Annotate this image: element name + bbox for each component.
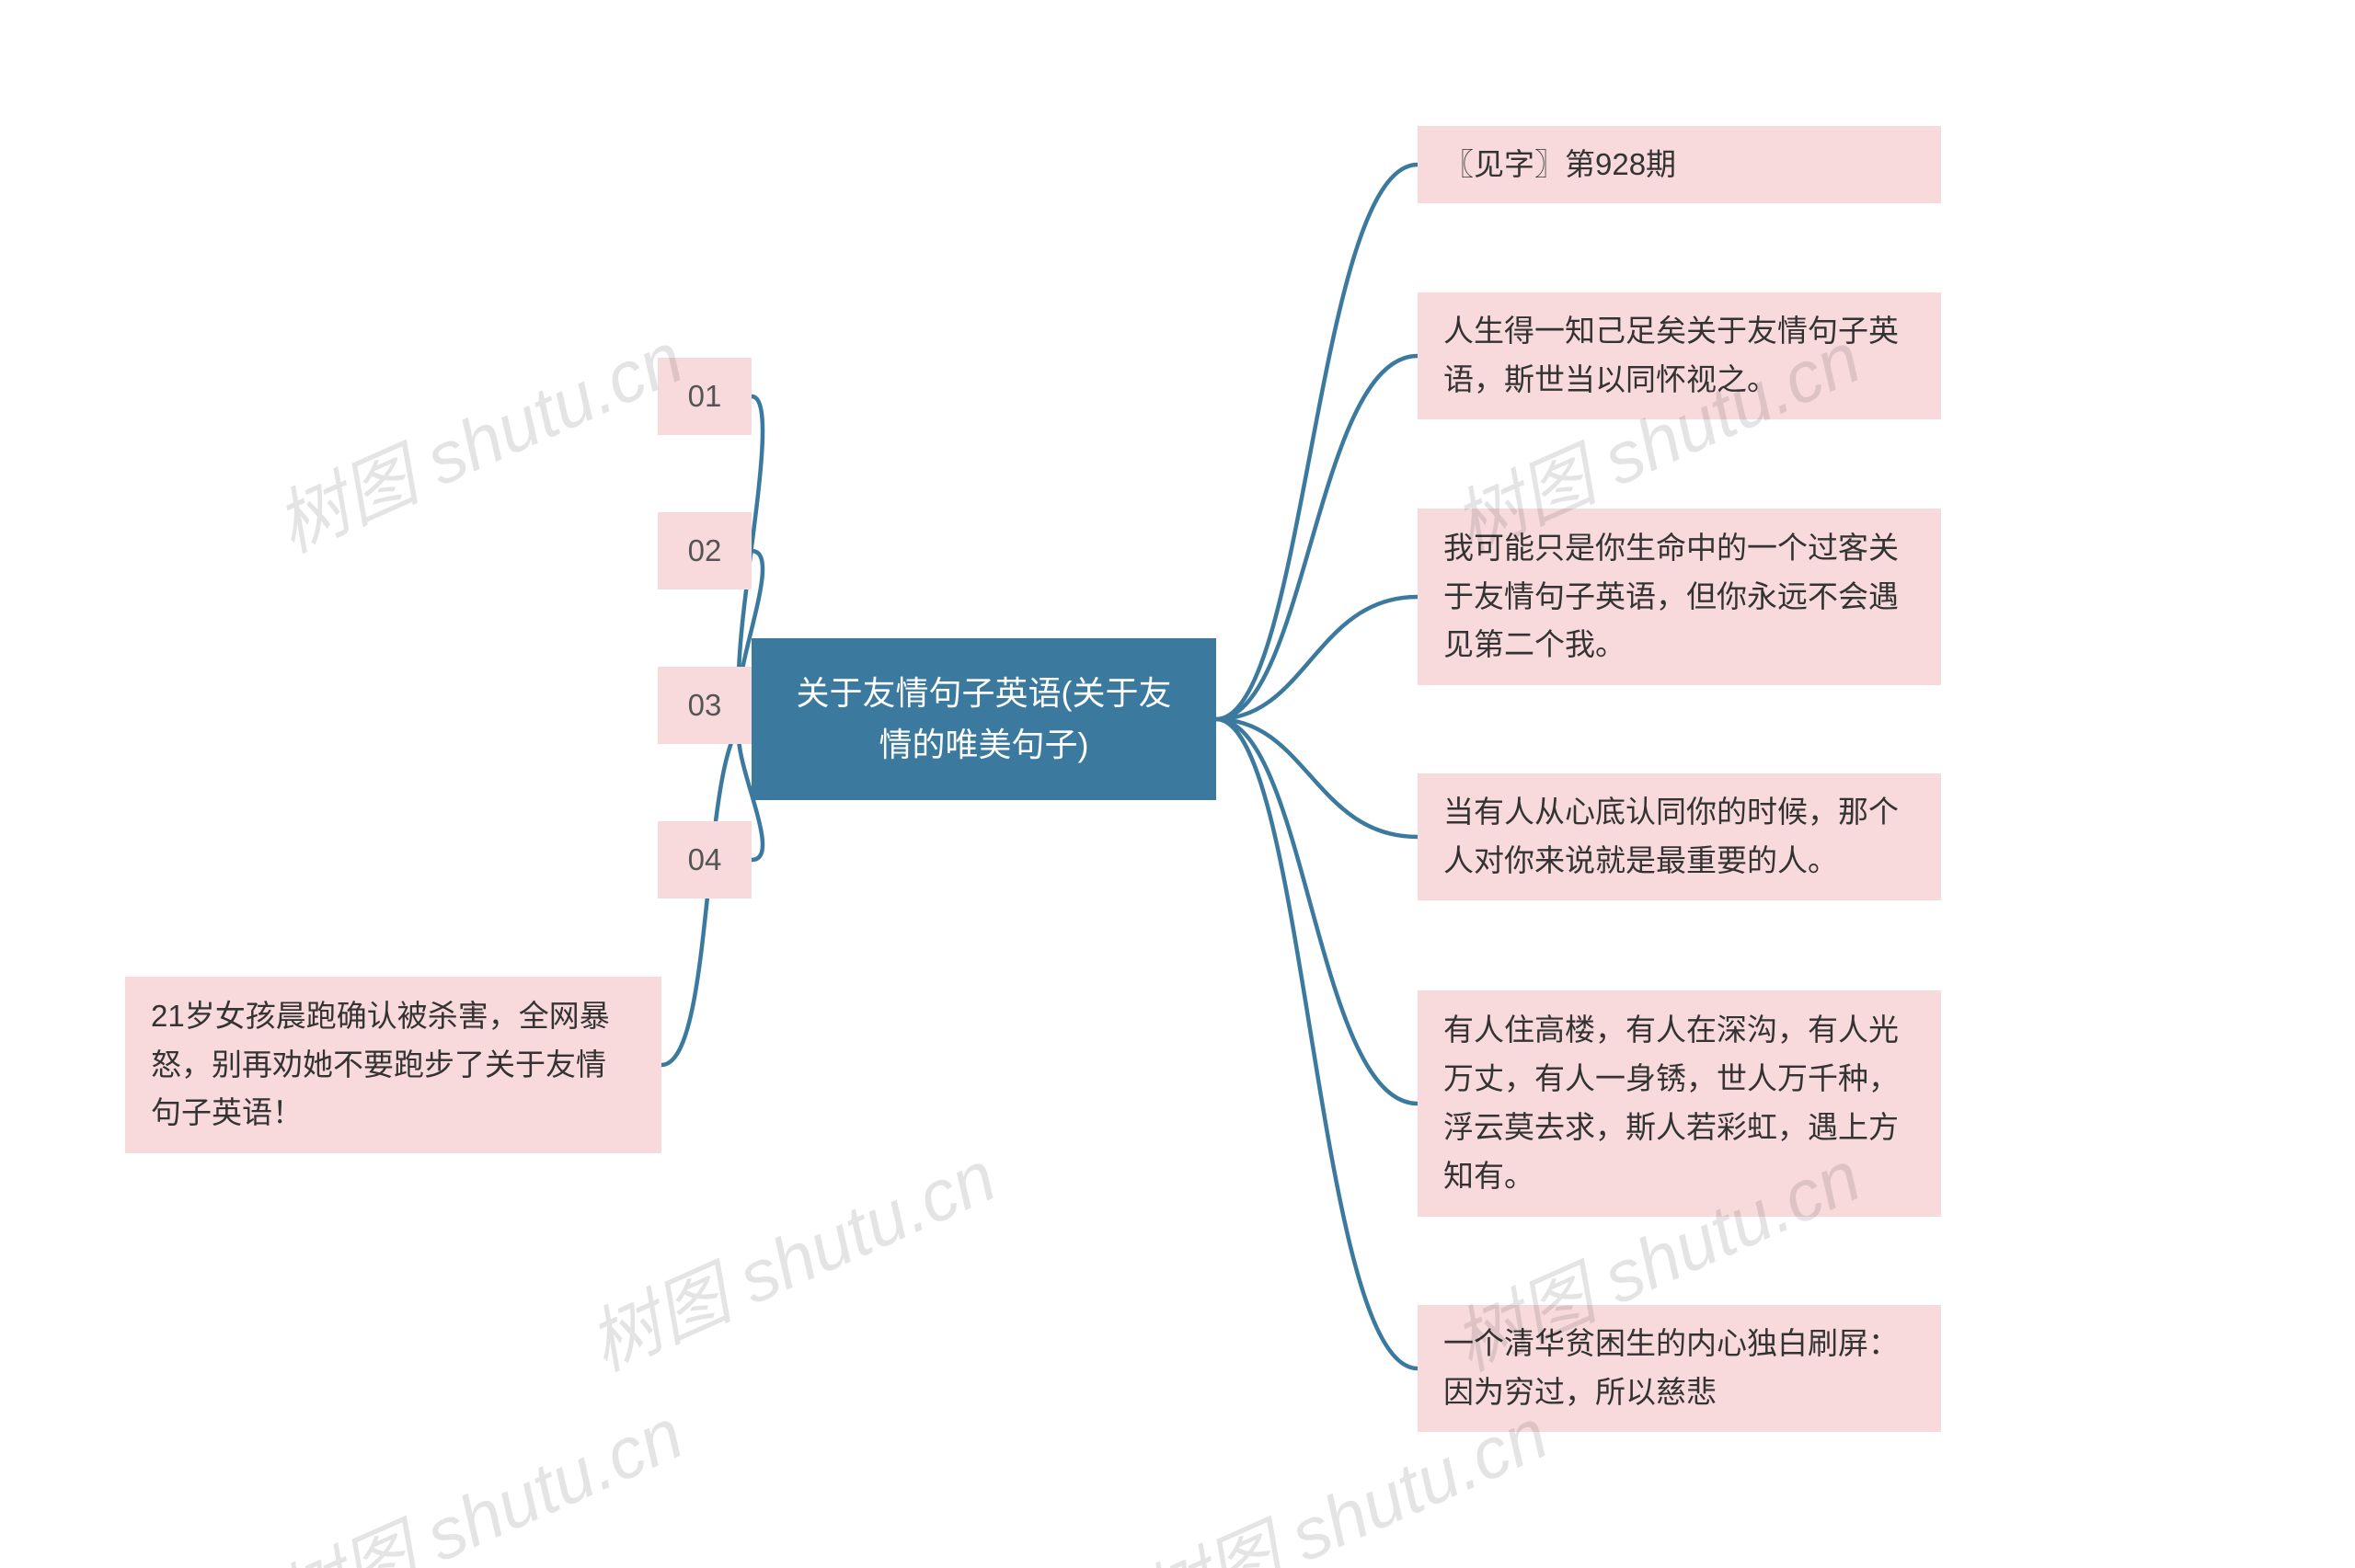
watermark-0: 树图 shutu.cn	[258, 302, 696, 573]
left-num-0: 01	[658, 358, 752, 435]
left-leaf-text: 21岁女孩晨跑确认被杀害，全网暴怒，别再劝她不要跑步了关于友情句子英语！	[151, 992, 636, 1138]
right-node-1: 人生得一知己足矣关于友情句子英语，斯世当以同怀视之。	[1418, 292, 1941, 419]
right-node-5: 一个清华贫困生的内心独白刷屏：因为穷过，所以慈悲	[1418, 1305, 1941, 1432]
right-text-1: 人生得一知己足矣关于友情句子英语，斯世当以同怀视之。	[1443, 307, 1915, 405]
watermark-2: 树图 shutu.cn	[570, 1120, 1009, 1391]
left-num-text-2: 03	[688, 688, 722, 723]
right-node-0: 〖见字〗第928期	[1418, 126, 1941, 203]
right-text-5: 一个清华贫困生的内心独白刷屏：因为穷过，所以慈悲	[1443, 1320, 1915, 1417]
right-text-4: 有人住高楼，有人在深沟，有人光万丈，有人一身锈，世人万千种，浮云莫去求，斯人若彩…	[1443, 1006, 1915, 1200]
right-node-4: 有人住高楼，有人在深沟，有人光万丈，有人一身锈，世人万千种，浮云莫去求，斯人若彩…	[1418, 990, 1941, 1217]
left-num-2: 03	[658, 667, 752, 744]
left-num-text-0: 01	[688, 379, 722, 414]
left-num-text-3: 04	[688, 842, 722, 877]
mindmap-center: 关于友情句子英语(关于友情的唯美句子)	[752, 638, 1216, 800]
right-node-3: 当有人从心底认同你的时候，那个人对你来说就是最重要的人。	[1418, 773, 1941, 900]
right-text-2: 我可能只是你生命中的一个过客关于友情句子英语，但你永远不会遇见第二个我。	[1443, 524, 1915, 670]
right-text-0: 〖见字〗第928期	[1443, 141, 1676, 189]
left-leaf: 21岁女孩晨跑确认被杀害，全网暴怒，别再劝她不要跑步了关于友情句子英语！	[125, 977, 661, 1153]
right-text-3: 当有人从心底认同你的时候，那个人对你来说就是最重要的人。	[1443, 788, 1915, 886]
watermark-3: 树图 shutu.cn	[258, 1378, 696, 1568]
left-num-text-1: 02	[688, 533, 722, 568]
center-text: 关于友情句子英语(关于友情的唯美句子)	[783, 668, 1185, 771]
left-num-3: 04	[658, 821, 752, 898]
left-num-1: 02	[658, 512, 752, 589]
right-node-2: 我可能只是你生命中的一个过客关于友情句子英语，但你永远不会遇见第二个我。	[1418, 509, 1941, 685]
